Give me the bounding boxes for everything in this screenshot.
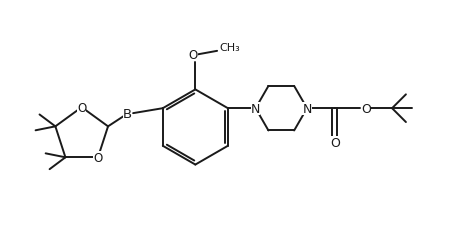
Text: O: O bbox=[361, 102, 371, 115]
Text: N: N bbox=[251, 102, 260, 115]
Text: CH₃: CH₃ bbox=[219, 43, 240, 53]
Text: O: O bbox=[77, 101, 87, 114]
Text: O: O bbox=[330, 137, 340, 150]
Text: O: O bbox=[189, 49, 198, 61]
Text: O: O bbox=[93, 151, 102, 164]
Text: B: B bbox=[123, 107, 132, 120]
Text: N: N bbox=[302, 102, 312, 115]
